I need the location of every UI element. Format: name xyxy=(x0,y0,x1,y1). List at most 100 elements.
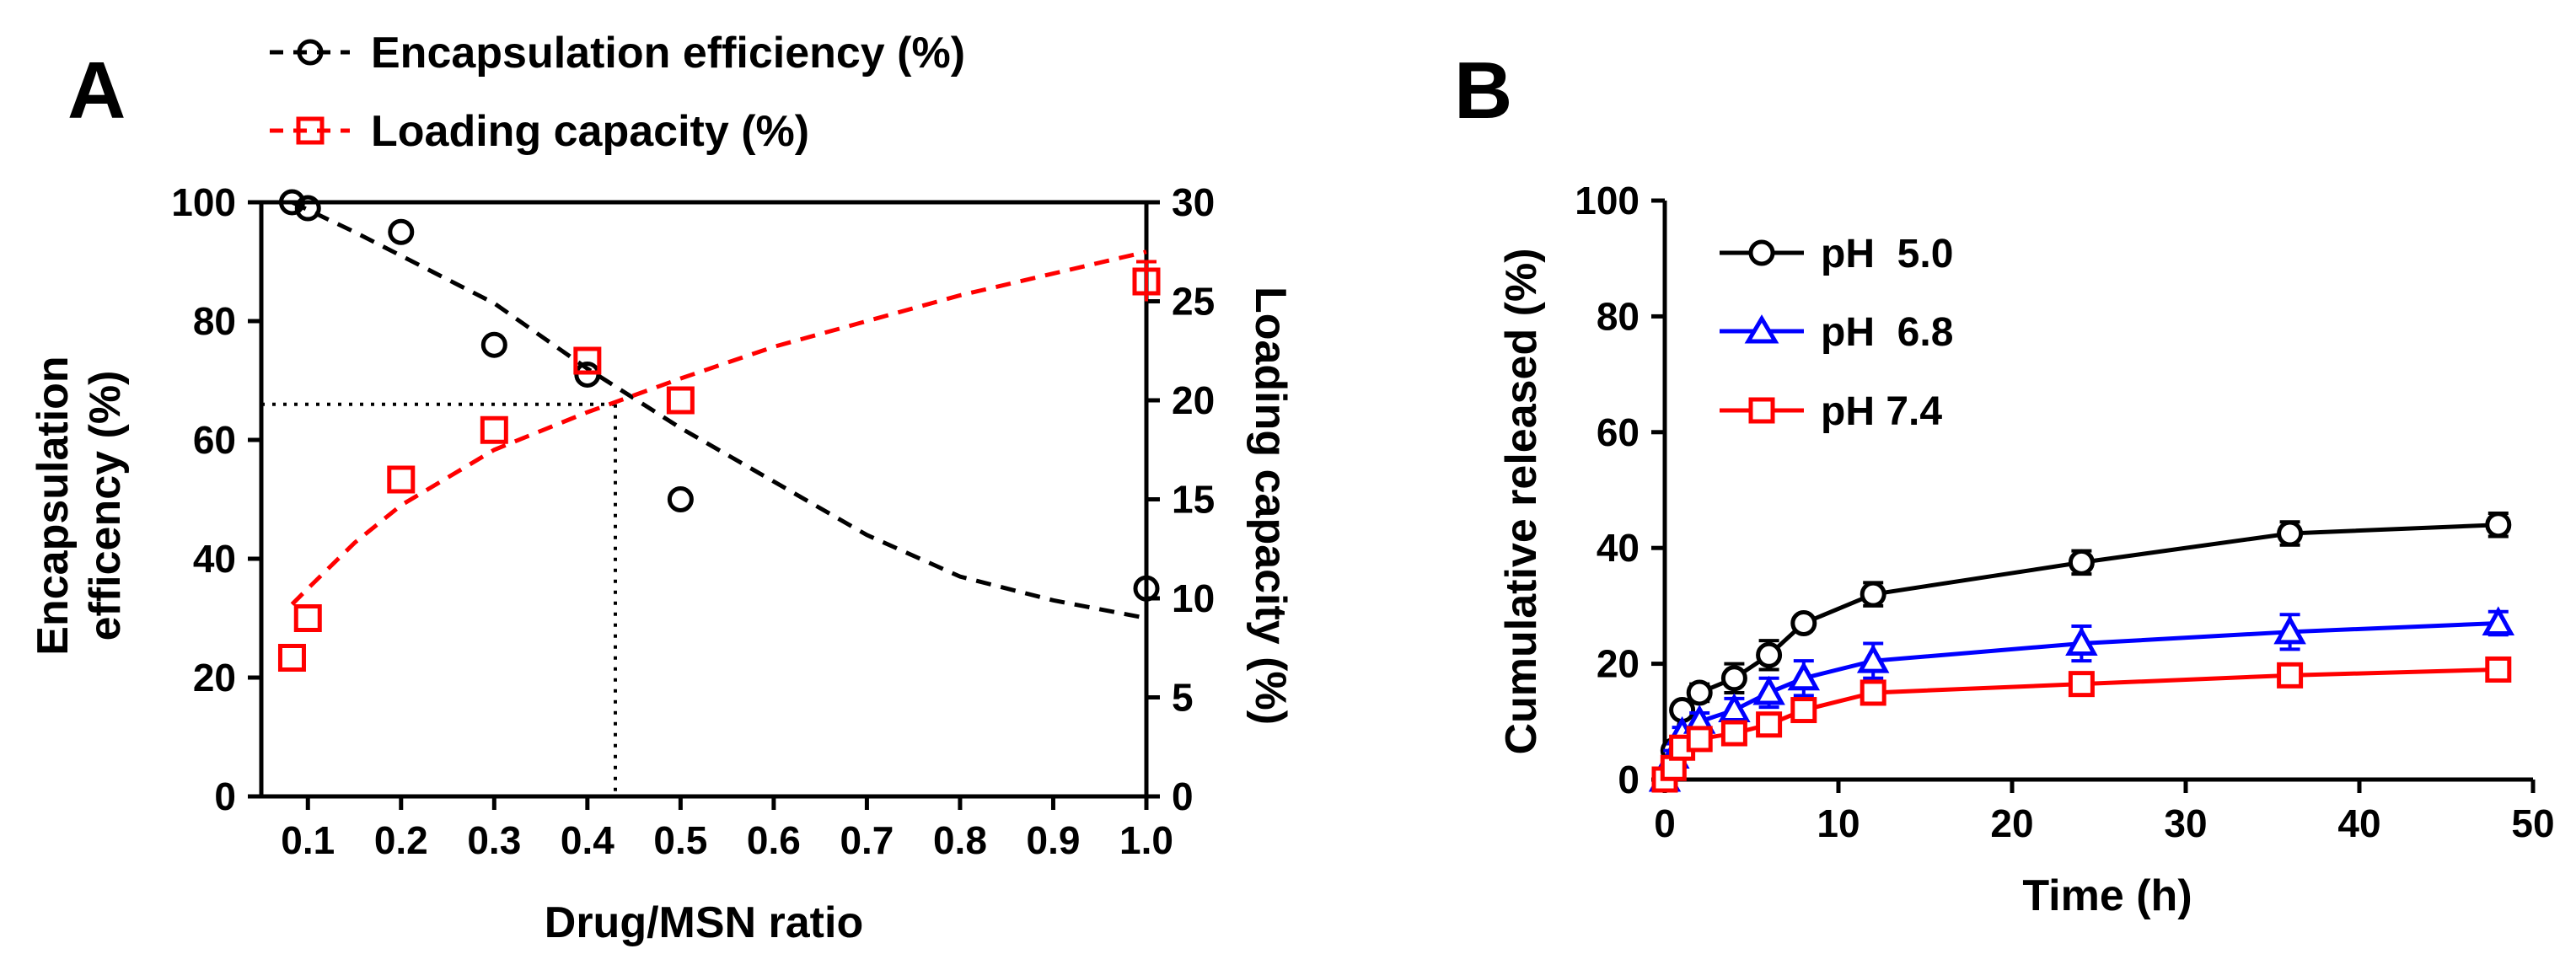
ph50-data-point xyxy=(1790,610,1817,637)
legend-lc-marker xyxy=(296,116,325,145)
ph50-data-point xyxy=(2485,512,2512,539)
y-tick-label: 40 xyxy=(1597,526,1640,570)
ph74-data-point xyxy=(2277,662,2304,689)
legend-ph50-marker xyxy=(1748,239,1775,266)
lc-data-point xyxy=(573,346,602,375)
panel-a-ticks: 0.1 0.2 0.3 0.4 0.5 0.6 0.7 0.8 0.9 1.00204060801… xyxy=(171,180,1215,862)
lc-data-point xyxy=(666,386,695,415)
ee-fit-curve xyxy=(291,200,1147,620)
legend-lc-label: Loading capacity (%) xyxy=(371,107,809,156)
ph74-data-point xyxy=(1686,726,1713,753)
y-tick-label: 20 xyxy=(1597,642,1640,686)
x-tick-label: 0.1 xyxy=(281,818,335,862)
x-tick-label: 0.9 xyxy=(1026,818,1080,862)
panel-a-xlabel: Drug/MSN ratio xyxy=(545,898,863,947)
ph74-data-point xyxy=(2485,656,2512,683)
ee-data-point xyxy=(1133,575,1160,602)
ph50-data-point xyxy=(1686,679,1713,706)
y-left-tick-label: 40 xyxy=(193,537,236,581)
ph68-data-point xyxy=(1787,661,1821,691)
ee-data-point xyxy=(294,195,321,222)
x-tick-label: 0.5 xyxy=(653,818,707,862)
x-tick-label: 0.8 xyxy=(933,818,987,862)
x-tick-label: 20 xyxy=(1990,801,2033,845)
panel-a-ylabel-right-text: Loading capacity (%) xyxy=(1246,287,1295,725)
y-left-tick-label: 60 xyxy=(193,418,236,462)
panel-b: B 0 10 20 30 40 50 0 20 40 60 80 100 pH 5.0 pH 6.8 … xyxy=(1454,46,2555,920)
lc-data-point xyxy=(277,644,306,672)
ph50-data-point xyxy=(1860,581,1886,608)
x-tick-label: 0.2 xyxy=(374,818,428,862)
panel-a-legend: Encapsulation efficiency (%) Loading cap… xyxy=(270,29,965,156)
panel-b-ylabel: Cumulative released (%) xyxy=(1497,248,1546,754)
panel-a: A Encapsulation efficiency (%) Loading c… xyxy=(29,29,1295,947)
y-right-tick-label: 15 xyxy=(1172,478,1215,522)
ee-data-point xyxy=(667,486,694,512)
legend-ee-label: Encapsulation efficiency (%) xyxy=(371,29,965,78)
x-tick-label: 0.4 xyxy=(561,818,614,862)
y-right-tick-label: 5 xyxy=(1172,676,1194,720)
y-left-tick-label: 20 xyxy=(193,656,236,699)
ph74-data-point xyxy=(1756,711,1783,738)
panel-a-points xyxy=(277,189,1161,672)
ph68-data-point xyxy=(2482,606,2515,636)
y-right-tick-label: 20 xyxy=(1172,378,1215,422)
panel-a-ylabel-right: Loading capacity (%) xyxy=(1246,287,1295,725)
legend-ph50-label: pH 5.0 xyxy=(1821,232,1953,276)
x-tick-label: 0.3 xyxy=(467,818,521,862)
lc-fit-curve xyxy=(290,249,1147,606)
ph50-data-point xyxy=(2068,549,2095,576)
lc-data-point xyxy=(387,465,416,494)
y-tick-label: 0 xyxy=(1618,758,1640,801)
panel-a-frame xyxy=(259,200,1149,799)
y-left-tick-label: 100 xyxy=(171,180,236,224)
legend-ph74-marker xyxy=(1748,397,1775,424)
ph68-data-point xyxy=(1718,693,1751,723)
x-tick-label: 50 xyxy=(2511,801,2554,845)
panel-b-xlabel: Time (h) xyxy=(2022,871,2192,920)
ph68-data-point xyxy=(2273,614,2306,645)
panel-a-axes xyxy=(259,200,1149,799)
panel-a-ylabel-left-line1: Encapsulation xyxy=(29,356,78,655)
y-left-tick-label: 0 xyxy=(214,774,236,818)
ph68-data-point xyxy=(2065,626,2098,657)
legend-ph74-label: pH 7.4 xyxy=(1821,389,1942,434)
legend-ph68-marker xyxy=(1744,314,1779,344)
lc-data-point xyxy=(1132,267,1161,296)
x-tick-label: 40 xyxy=(2337,801,2380,845)
ph74-data-point xyxy=(1860,679,1886,706)
y-left-tick-label: 80 xyxy=(193,299,236,343)
panel-a-fit-curves xyxy=(290,200,1147,620)
lc-data-point xyxy=(480,415,508,444)
ph50-data-point xyxy=(1720,665,1747,692)
y-tick-label: 60 xyxy=(1597,410,1640,454)
panel-a-guides xyxy=(261,402,617,796)
lc-data-point xyxy=(293,604,322,632)
ee-data-point xyxy=(388,218,415,245)
ph50-data-point xyxy=(2277,520,2304,547)
panel-b-ylabel-text: Cumulative released (%) xyxy=(1497,248,1546,754)
panel-a-label: A xyxy=(67,46,126,136)
ee-data-point xyxy=(278,189,305,216)
ph74-data-point xyxy=(1790,697,1817,724)
x-tick-label: 0.6 xyxy=(747,818,801,862)
x-tick-label: 30 xyxy=(2164,801,2207,845)
panel-a-ylabel-left: Encapsulation efficency (%) xyxy=(29,356,130,655)
panel-b-axes xyxy=(1662,201,2533,782)
panel-b-series xyxy=(1648,511,2515,793)
legend-ph68-label: pH 6.8 xyxy=(1821,310,1953,355)
ph74-data-point xyxy=(2068,671,2095,698)
panel-b-legend: pH 5.0 pH 6.8 pH 7.4 xyxy=(1720,232,1953,434)
y-right-tick-label: 0 xyxy=(1172,774,1194,818)
ph68-data-point xyxy=(1856,644,1890,673)
x-tick-label: 10 xyxy=(1817,801,1860,845)
y-right-tick-label: 10 xyxy=(1172,576,1215,620)
x-tick-label: 0 xyxy=(1654,801,1676,845)
ph74-data-point xyxy=(1720,720,1747,747)
panel-a-ylabel-left-line2: efficency (%) xyxy=(81,371,130,641)
y-right-tick-label: 30 xyxy=(1172,180,1215,224)
legend-ee-marker xyxy=(297,39,324,66)
x-tick-label: 1.0 xyxy=(1119,818,1173,862)
ee-data-point xyxy=(480,331,507,358)
